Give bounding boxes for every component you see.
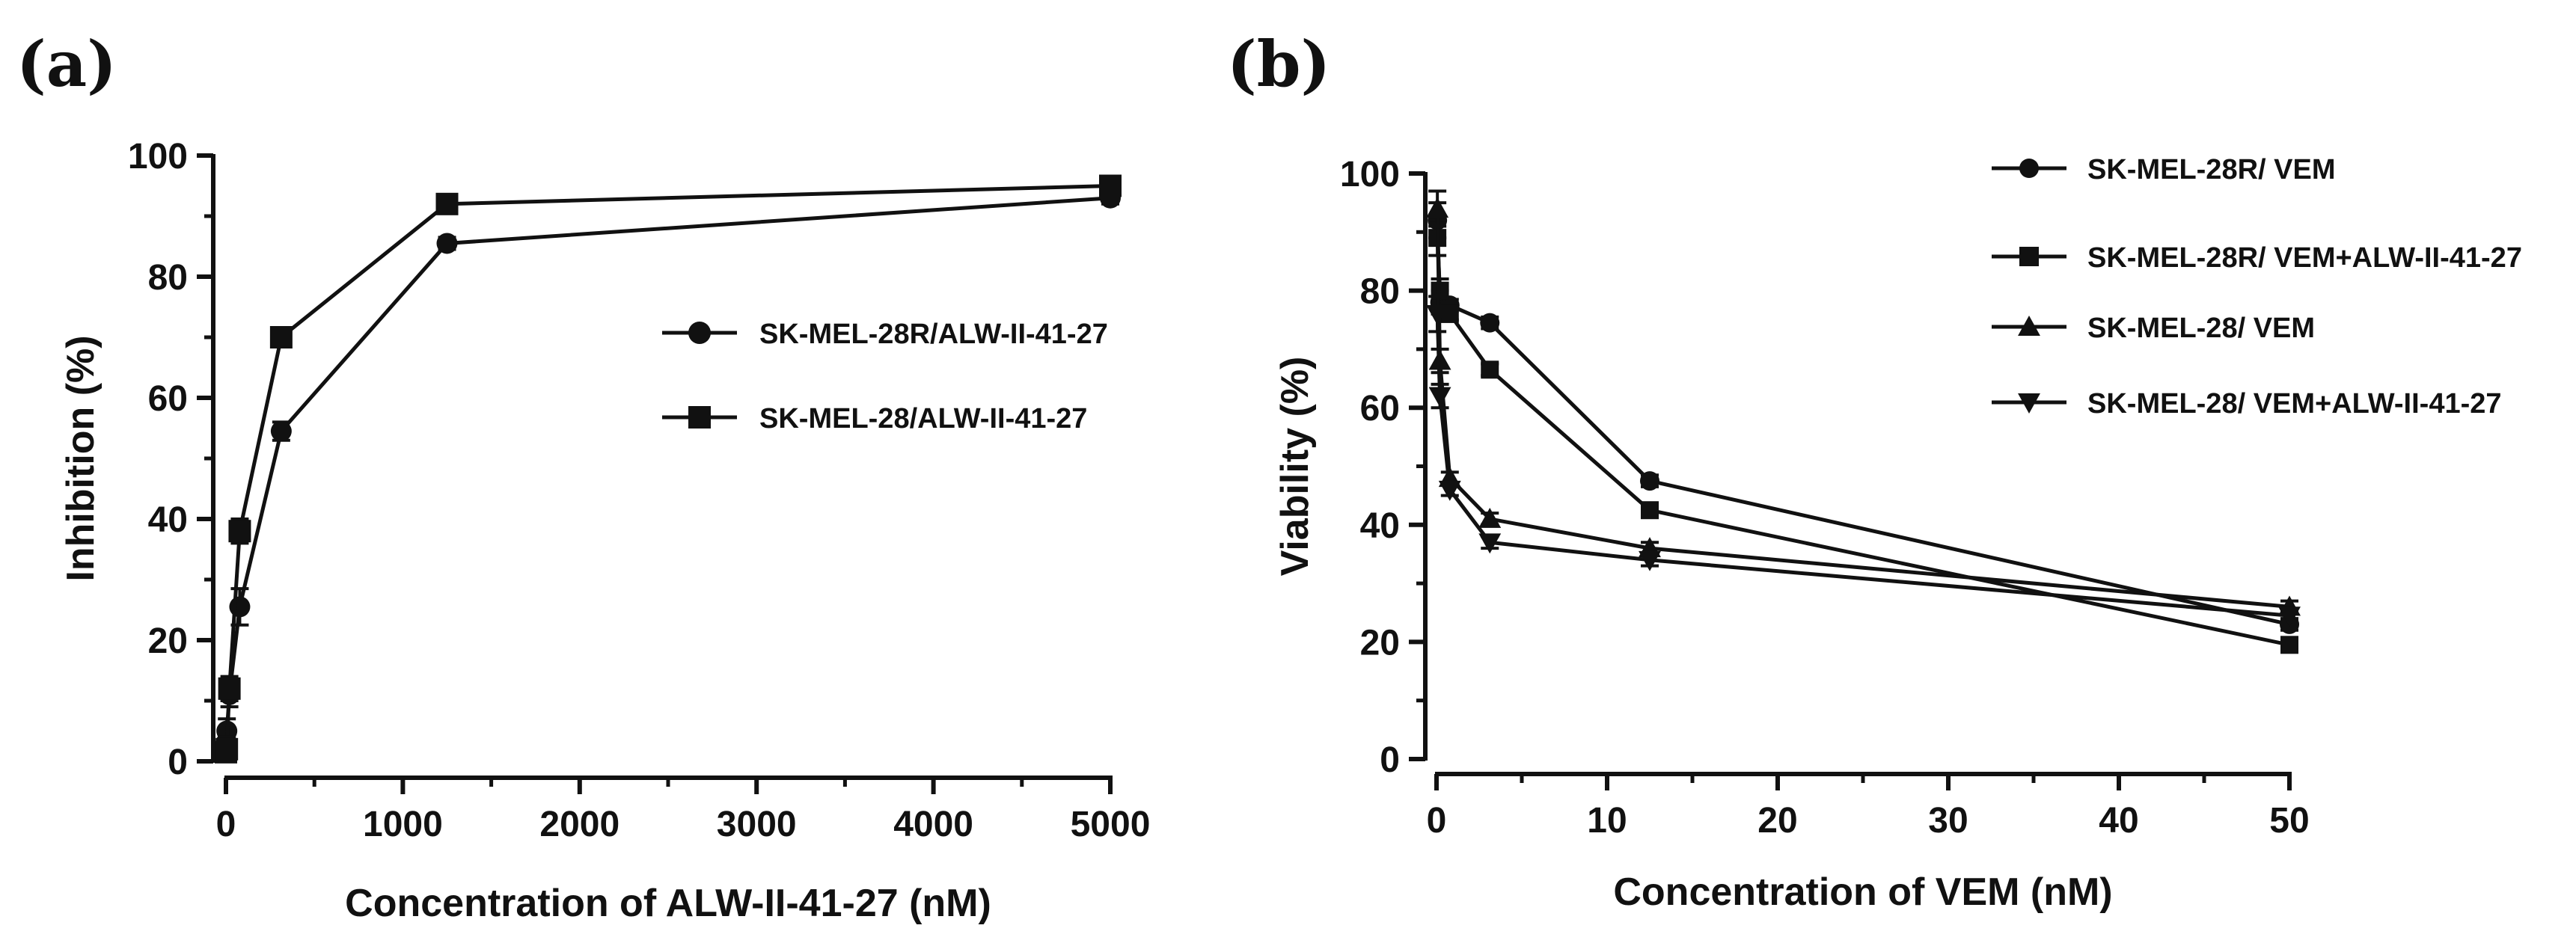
series-line <box>1435 313 2290 618</box>
y-tick-label: 80 <box>148 258 188 298</box>
y-tick-label: 20 <box>148 621 188 661</box>
panel-a-label: (a) <box>16 27 117 101</box>
legend-marker <box>2018 316 2040 336</box>
x-tick-label: 5000 <box>1071 805 1151 844</box>
x-tick-label: 0 <box>1427 801 1447 841</box>
y-tick-label: 0 <box>1380 740 1400 780</box>
data-point <box>2278 606 2301 627</box>
data-point <box>1438 480 1461 501</box>
y-tick-label: 20 <box>1360 623 1400 663</box>
data-point <box>1478 508 1502 528</box>
legend-label: SK-MEL-28/ VEM <box>2087 313 2315 344</box>
y-axis-title: Inhibition (%) <box>59 335 103 581</box>
data-point <box>1426 304 1449 325</box>
data-point <box>218 677 241 700</box>
x-tick-label: 3000 <box>717 805 797 844</box>
y-tick-label: 40 <box>148 500 188 540</box>
y-tick-label: 100 <box>1340 155 1400 194</box>
x-tick-label: 10 <box>1587 801 1627 841</box>
legend-marker <box>688 322 711 344</box>
series-0 <box>215 187 1121 757</box>
data-point <box>1641 501 1659 520</box>
x-tick-label: 0 <box>216 805 236 844</box>
legend-label: SK-MEL-28R/ VEM+ALW-II-41-27 <box>2087 242 2522 274</box>
legend-marker <box>688 406 711 429</box>
data-point <box>215 737 239 761</box>
y-tick-label: 60 <box>1360 389 1400 429</box>
legend-marker <box>2019 247 2039 266</box>
y-tick-label: 60 <box>148 379 188 419</box>
legend-label: SK-MEL-28/ALW-II-41-27 <box>759 403 1087 434</box>
x-axis-title: Concentration of ALW-II-41-27 (nM) <box>345 882 991 925</box>
legend-label: SK-MEL-28R/ALW-II-41-27 <box>759 319 1108 350</box>
x-axis-title: Concentration of VEM (nM) <box>1613 870 2112 914</box>
data-point <box>436 233 458 254</box>
data-point <box>1099 174 1122 197</box>
data-point <box>435 192 459 215</box>
y-tick-label: 40 <box>1360 506 1400 546</box>
chart-b: 0 20 40 60 80 100 0 10 20 30 40 50 Viability (%) Conc… <box>1273 154 2522 914</box>
data-point <box>1428 387 1451 408</box>
x-tick-label: 20 <box>1757 801 1797 841</box>
x-tick-label: 50 <box>2269 801 2309 841</box>
data-point <box>2280 636 2298 654</box>
legend-entry-3: SK-MEL-28/ VEM+ALW-II-41-27 <box>1992 388 2502 420</box>
y-tick-label: 0 <box>168 743 188 782</box>
data-point <box>270 420 292 442</box>
data-point <box>1480 313 1500 333</box>
data-point <box>1481 360 1499 379</box>
legend-entry-1: SK-MEL-28R/ VEM+ALW-II-41-27 <box>1992 242 2522 274</box>
series-line <box>224 184 1111 753</box>
legend-entry-0: SK-MEL-28R/ VEM <box>1992 154 2335 185</box>
y-tick-label: 80 <box>1360 272 1400 312</box>
series-line <box>1435 238 2290 647</box>
data-point <box>229 596 251 618</box>
legend-entry-0: SK-MEL-28R/ALW-II-41-27 <box>662 319 1108 350</box>
legend-label: SK-MEL-28R/ VEM <box>2087 154 2335 185</box>
data-point <box>1639 550 1661 571</box>
series-line <box>224 196 1111 743</box>
data-point <box>1426 197 1449 218</box>
x-tick-label: 4000 <box>893 805 973 844</box>
legend-marker <box>2018 393 2040 414</box>
legend-marker <box>2019 159 2039 178</box>
legend-label: SK-MEL-28/ VEM+ALW-II-41-27 <box>2087 388 2502 420</box>
legend-entry-1: SK-MEL-28/ALW-II-41-27 <box>662 403 1087 434</box>
data-point <box>228 520 251 543</box>
legend-entry-2: SK-MEL-28/ VEM <box>1992 313 2315 344</box>
data-point <box>1640 471 1659 491</box>
data-point <box>269 326 293 348</box>
panel-b-label: (b) <box>1227 27 1330 101</box>
series-1 <box>1428 218 2298 654</box>
x-tick-label: 1000 <box>363 805 443 844</box>
data-point <box>1478 533 1502 554</box>
x-tick-label: 2000 <box>539 805 619 844</box>
y-axis-title: Viability (%) <box>1273 357 1317 577</box>
x-tick-label: 30 <box>1928 801 1968 841</box>
y-tick-label: 100 <box>128 137 188 176</box>
series-1 <box>215 174 1122 764</box>
series-line <box>1435 220 2290 627</box>
series-3 <box>1426 295 2301 627</box>
x-tick-label: 40 <box>2099 801 2138 841</box>
